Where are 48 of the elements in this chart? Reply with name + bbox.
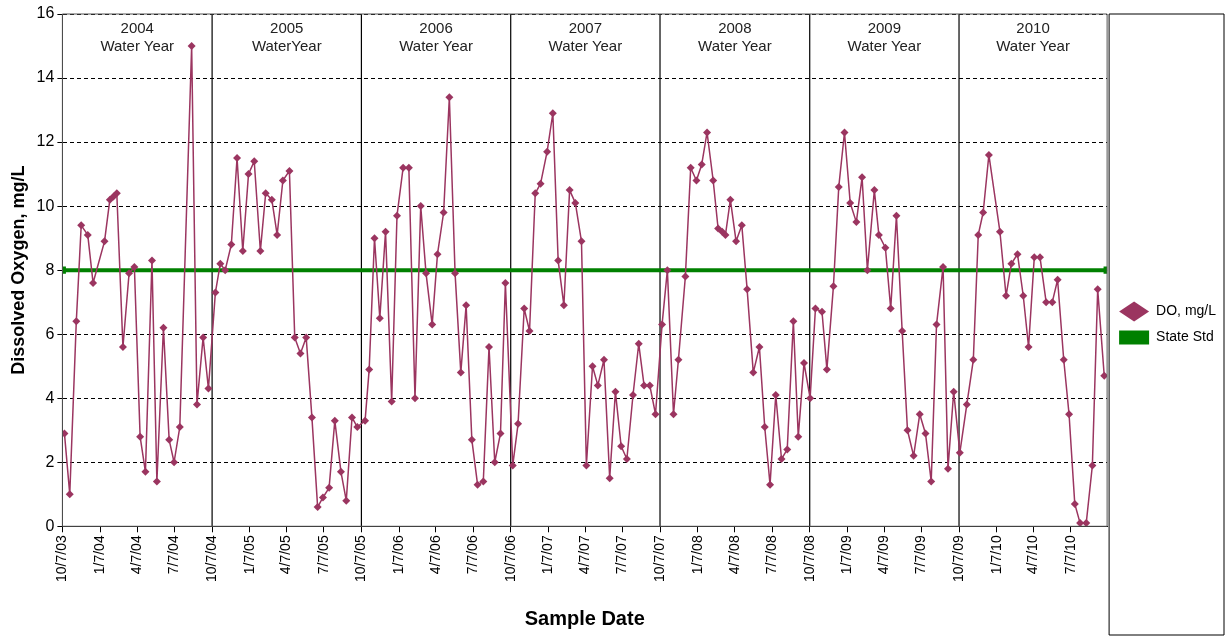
y-tick-label: 6 bbox=[45, 324, 55, 342]
x-tick-label: 4/7/04 bbox=[128, 535, 145, 575]
x-tick-label: 4/7/09 bbox=[875, 535, 892, 575]
x-tick-label: 4/7/05 bbox=[277, 535, 294, 575]
annotation: 2005 WaterYear bbox=[251, 19, 322, 55]
x-tick-label: 4/7/08 bbox=[725, 535, 742, 575]
legend-label: DO, mg/L bbox=[1156, 302, 1217, 319]
x-tick-label: 7/7/09 bbox=[912, 535, 929, 575]
x-tick-label: 10/7/06 bbox=[501, 535, 518, 583]
y-tick-label: 12 bbox=[36, 132, 55, 150]
legend-label: State Std bbox=[1156, 328, 1214, 345]
x-tick-label: 10/7/08 bbox=[800, 535, 817, 583]
x-tick-label: 4/7/06 bbox=[426, 535, 443, 575]
annotation: 2009 Water Year bbox=[847, 19, 922, 55]
annotation: 2010 Water Year bbox=[996, 19, 1070, 55]
x-axis-title: Sample Date bbox=[524, 606, 645, 629]
y-tick-label: 4 bbox=[45, 388, 55, 406]
x-tick-label: 7/7/05 bbox=[314, 535, 331, 575]
y-tick-label: 10 bbox=[36, 196, 55, 214]
x-tick-label: 10/7/07 bbox=[650, 535, 667, 583]
annotation: 2004 Water Year bbox=[100, 19, 175, 55]
x-tick-label: 4/7/10 bbox=[1024, 535, 1041, 575]
x-tick-label: 10/7/04 bbox=[202, 535, 219, 583]
x-tick-label: 1/7/07 bbox=[539, 535, 556, 575]
x-tick-label: 1/7/04 bbox=[90, 535, 107, 575]
x-tick-label: 7/7/06 bbox=[463, 535, 480, 575]
x-tick-label: 7/7/07 bbox=[613, 535, 630, 575]
x-tick-label: 10/7/03 bbox=[53, 535, 70, 583]
x-tick-label: 1/7/06 bbox=[389, 535, 406, 575]
x-tick-label: 10/7/09 bbox=[949, 535, 966, 583]
y-tick-label: 16 bbox=[36, 4, 55, 22]
x-tick-label: 7/7/04 bbox=[165, 535, 182, 575]
x-tick-label: 7/7/10 bbox=[1061, 535, 1078, 575]
x-tick-label: 1/7/05 bbox=[240, 535, 257, 575]
x-tick-label: 7/7/08 bbox=[762, 535, 779, 575]
x-tick-label: 1/7/08 bbox=[688, 535, 705, 575]
x-tick-label: 4/7/07 bbox=[576, 535, 593, 575]
annotation: 2006 Water Year bbox=[399, 19, 473, 55]
x-tick-label: 10/7/05 bbox=[352, 535, 369, 583]
annotation: 2007 Water Year bbox=[548, 19, 623, 55]
y-tick-label: 14 bbox=[36, 68, 55, 86]
y-axis-title: Dissolved Oxygen, mg/L bbox=[7, 165, 28, 375]
x-tick-label: 1/7/10 bbox=[987, 535, 1004, 575]
annotation: 2008 Water Year bbox=[698, 19, 772, 55]
y-tick-label: 2 bbox=[45, 452, 55, 470]
x-tick-label: 1/7/09 bbox=[838, 535, 855, 575]
y-tick-label: 8 bbox=[45, 260, 55, 278]
y-tick-label: 0 bbox=[45, 516, 55, 534]
